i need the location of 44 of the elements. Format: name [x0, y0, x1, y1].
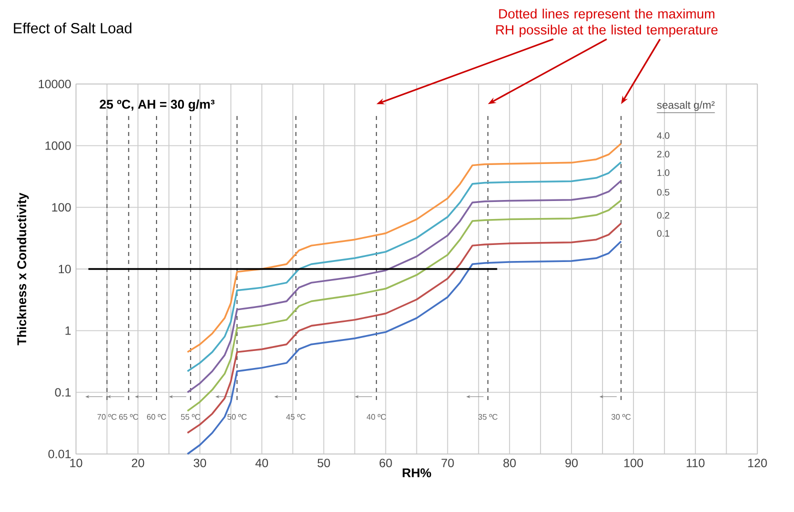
text: 2.0	[657, 150, 670, 158]
x-tick-label: 100	[624, 458, 643, 468]
line-series	[186, 199, 622, 412]
x-tick-label: 60	[380, 458, 392, 468]
ref-line-label: 60 ºC	[147, 414, 166, 420]
x-tick-label: 20	[132, 458, 144, 468]
text: 4.0	[656, 132, 670, 139]
annotation: 25 ºC, AH = 30 g/m³	[100, 99, 215, 112]
y-tick-label: 10000	[38, 80, 71, 88]
ref-line-label: 35 ºC	[478, 414, 498, 420]
line-series	[186, 142, 622, 353]
y-tick-label: 1000	[46, 141, 71, 150]
line-series	[186, 180, 622, 394]
y-axis-title: Thickness x Conductivity	[16, 192, 29, 346]
y-tick-label: 0.01	[48, 450, 71, 458]
ref-line-label: 70 ºC	[97, 414, 117, 420]
x-tick-label: 50	[318, 458, 330, 468]
y-tick-label: 100	[52, 203, 71, 212]
x-tick-label: 90	[565, 458, 578, 468]
text: 0.2	[657, 212, 670, 219]
text: 0.1	[657, 230, 670, 237]
ref-line-label: 50 ºC	[227, 414, 247, 420]
x-tick-label: 120	[748, 458, 767, 468]
text: 1.0	[657, 169, 670, 176]
y-tick-label: 1	[66, 326, 71, 335]
text: Dotted lines represent the maximum RH possible at the listed temperature	[496, 8, 718, 38]
y-tick-label: 0.1	[55, 388, 71, 397]
x-tick-label: 10	[70, 458, 82, 468]
x-tick-label: 30	[194, 458, 206, 468]
x-axis-title: RH%	[402, 468, 432, 478]
x-tick-label: 40	[255, 458, 268, 468]
y-tick-label: 10	[58, 264, 71, 274]
x-tick-label: 70	[442, 458, 454, 468]
text: 0.5	[657, 188, 670, 196]
ref-line-label: 30 ºC	[611, 414, 631, 420]
chart-title: Effect of Salt Load	[14, 22, 132, 34]
ref-line-label: 55 ºC	[180, 414, 200, 420]
ref-line-label: 65 ºC	[119, 414, 138, 420]
line-series	[186, 161, 622, 372]
x-tick-label: 80	[503, 458, 516, 468]
ref-line-label: 40 ºC	[366, 414, 386, 420]
ref-line-label: 45 ºC	[286, 414, 306, 420]
legend-title: seasalt g/m²	[657, 100, 715, 111]
x-tick-label: 110	[686, 458, 704, 468]
